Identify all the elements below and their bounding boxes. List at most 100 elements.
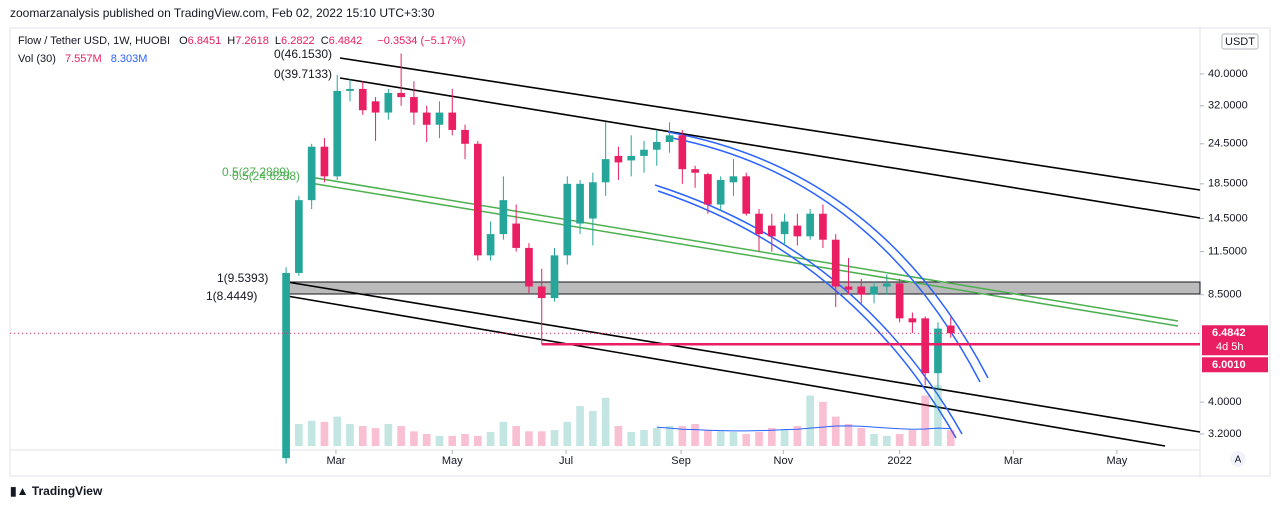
candle-body — [282, 272, 290, 459]
candle-body — [461, 129, 469, 144]
volume-bar — [614, 426, 623, 446]
volume-bar — [307, 420, 316, 446]
volume-bar — [550, 430, 559, 446]
y-tick-label: 32.0000 — [1208, 100, 1248, 112]
candle-body — [563, 183, 572, 256]
trend-line — [339, 57, 1201, 191]
candle-body — [652, 142, 661, 150]
fib-line — [309, 182, 1179, 327]
currency-label[interactable]: USDT — [1225, 36, 1255, 48]
candle-body — [704, 174, 712, 205]
fib-label: 0(46.1530) — [274, 47, 332, 61]
volume-bar — [422, 434, 431, 446]
candle-body — [358, 88, 367, 111]
x-tick-label: 2022 — [887, 455, 911, 467]
candle-body — [716, 180, 725, 205]
candle-body — [857, 286, 866, 295]
candle-body — [921, 318, 930, 374]
candle-body — [844, 286, 853, 290]
y-tick-label: 24.5000 — [1208, 138, 1248, 150]
candle-body — [422, 112, 431, 125]
volume-bar — [729, 431, 738, 446]
volume-bar — [435, 435, 444, 446]
candle-body — [678, 135, 687, 170]
candle-body — [512, 223, 520, 248]
ohlc-value: 6.2822 — [281, 35, 315, 47]
volume-legend: Vol (30) 7.557M 8.303M — [18, 53, 153, 65]
candle-body — [384, 92, 393, 113]
candle-body — [614, 155, 623, 163]
price-badge-label: 6.0010 — [1212, 359, 1246, 371]
candle-body — [819, 213, 827, 240]
candle-body — [601, 159, 610, 183]
drawings: 0(46.1530) 0(39.7133) 0.5(27.2889) 0.5(2… — [206, 47, 1201, 447]
trend-line — [286, 281, 1201, 433]
currency-box[interactable] — [1221, 33, 1259, 50]
fib-label: 1(8.4449) — [206, 289, 257, 303]
symbol: Flow / Tether USD, 1W, HUOBI — [18, 35, 171, 47]
volume-bar — [295, 423, 303, 446]
curve — [657, 190, 957, 439]
volume-bar — [461, 434, 469, 446]
candle-body — [525, 247, 533, 287]
chart-frame — [9, 27, 1271, 477]
y-tick-label: 40.0000 — [1208, 68, 1248, 80]
volume-bar — [563, 421, 572, 446]
volume-bar — [895, 434, 904, 446]
scale-mode-button[interactable] — [1230, 451, 1246, 467]
volume-bar — [704, 430, 712, 446]
volume-bar — [844, 423, 853, 446]
price-badge — [1202, 357, 1268, 373]
fib-label: 1(9.5393) — [217, 271, 268, 285]
y-tick-label: 3.2000 — [1208, 428, 1242, 440]
volume-bar — [576, 406, 584, 446]
candle-body — [499, 200, 508, 235]
candle-body — [870, 286, 878, 295]
candle-body — [448, 112, 457, 130]
footer-text[interactable]: TradingView — [31, 484, 103, 498]
candles — [282, 53, 955, 464]
volume-bar — [499, 421, 508, 446]
volume-bar — [691, 423, 699, 446]
legend: Flow / Tether USD, 1W, HUOBI O6.8451 H7.2… — [18, 35, 471, 47]
change: −0.3534 (−5.17%) — [377, 35, 466, 47]
x-tick-label: Mar — [1004, 455, 1023, 467]
ohlc-value: 6.4842 — [328, 35, 363, 47]
candle-body — [295, 200, 303, 273]
volume-bar — [742, 434, 751, 446]
ohlc-value: 6.8451 — [187, 35, 222, 47]
candle-body — [576, 183, 584, 224]
candle-body — [640, 149, 648, 156]
candle-body — [780, 221, 789, 235]
x-tick-label: May — [442, 455, 463, 467]
volume-bar — [473, 435, 482, 446]
volume-bar — [525, 431, 533, 446]
candle-body — [793, 225, 802, 237]
volume-bar — [346, 423, 354, 446]
volume-bar — [793, 426, 802, 446]
candle-body — [691, 169, 699, 173]
scale-mode-label[interactable]: A — [1235, 455, 1242, 466]
candle-body — [665, 135, 674, 143]
price-badge-label: 6.4842 — [1212, 327, 1246, 339]
fib-label: 0.5(27.2889) — [222, 165, 290, 179]
x-tick-label: Nov — [774, 455, 794, 467]
volume-bar — [601, 397, 610, 446]
candle-body — [333, 90, 342, 177]
candle-body — [307, 146, 316, 201]
candle-body — [806, 213, 814, 237]
candle-body — [831, 239, 840, 287]
candle-body — [473, 143, 482, 256]
volume-bar — [780, 430, 789, 446]
candle-body — [589, 182, 597, 219]
fib-label: 0.5(24.6288) — [232, 169, 300, 183]
volume-bar — [371, 428, 380, 446]
candle-body — [537, 286, 546, 299]
volume-bar — [537, 431, 546, 446]
volume-bar — [640, 430, 648, 446]
y-tick-label: 14.5000 — [1208, 212, 1248, 224]
footer-logo[interactable]: ▮▲ TradingView — [10, 484, 103, 498]
ohlc-key: L — [274, 35, 282, 47]
volume-label: Vol (30) — [18, 53, 56, 65]
